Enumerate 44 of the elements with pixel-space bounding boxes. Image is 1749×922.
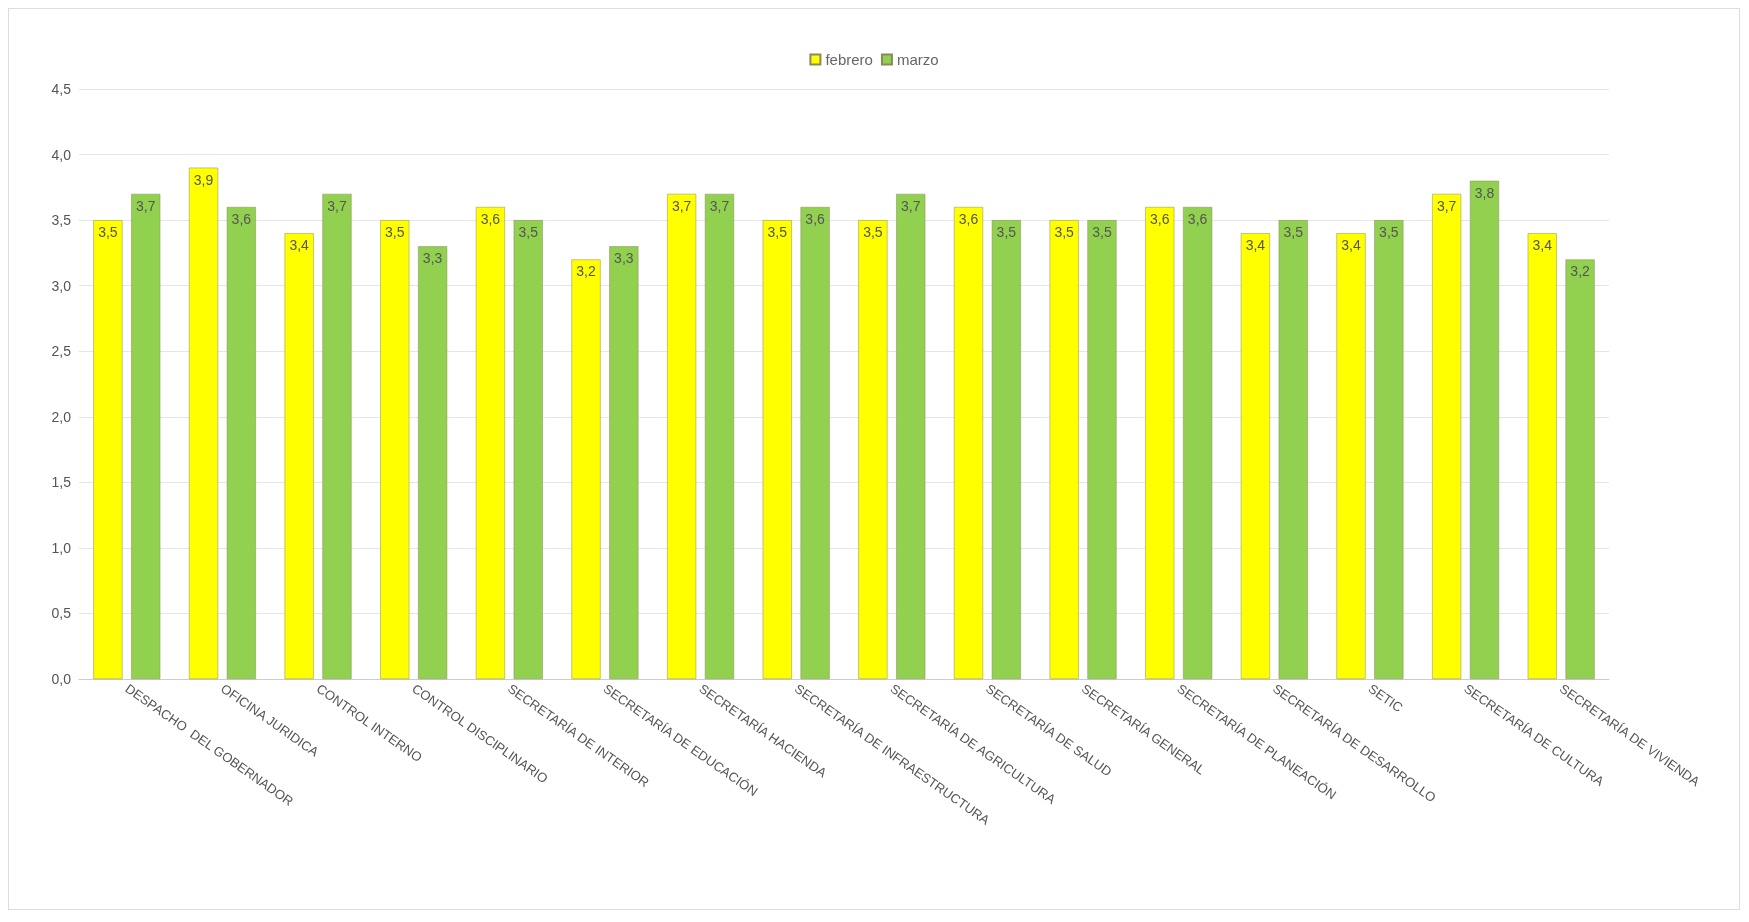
data-label: 3,5 [1379, 224, 1399, 241]
y-tick-label: 2,5 [51, 343, 72, 360]
data-label: 3,5 [98, 224, 118, 241]
y-tick-label: 4,0 [51, 146, 72, 163]
data-label: 3,6 [1187, 211, 1208, 227]
data-label: 3,3 [614, 250, 634, 267]
data-label: 3,7 [136, 197, 156, 214]
data-label: 3,5 [1092, 224, 1112, 241]
data-label: 3,4 [289, 237, 310, 254]
legend-label: febrero [825, 51, 873, 68]
data-label: 3,6 [231, 211, 252, 227]
data-label: 3,8 [1474, 184, 1495, 201]
data-label: 3,6 [958, 211, 979, 227]
y-tick-label: 1,5 [51, 474, 72, 491]
y-tick-label: 1,0 [51, 539, 72, 556]
data-label: 3,6 [805, 211, 826, 227]
y-tick-label: 4,5 [51, 81, 72, 97]
data-label: 3,9 [193, 171, 214, 188]
data-label: 3,7 [1436, 197, 1457, 214]
data-label: 3,5 [996, 224, 1017, 241]
data-label: 3,5 [385, 224, 405, 241]
y-tick-label: 3,5 [51, 212, 72, 229]
data-label: 3,2 [1570, 263, 1591, 280]
data-label: 3,5 [767, 224, 788, 241]
data-label: 3,2 [576, 263, 596, 280]
y-tick-label: 0,5 [51, 605, 72, 622]
data-label: 3,5 [863, 224, 883, 241]
data-label: 3,7 [671, 197, 692, 214]
data-label: 3,5 [1054, 224, 1075, 241]
data-label: 3,3 [422, 250, 443, 267]
data-label: 3,7 [901, 197, 921, 214]
data-label: 3,6 [1150, 211, 1170, 227]
data-label: 3,7 [709, 197, 730, 214]
data-label: 3,4 [1532, 237, 1553, 254]
y-tick-label: 3,0 [51, 277, 72, 294]
y-tick-label: 0,0 [51, 671, 72, 687]
data-label: 3,4 [1341, 237, 1361, 254]
legend-label: marzo [896, 51, 939, 68]
data-label: 3,5 [518, 224, 539, 241]
data-label: 3,6 [480, 211, 501, 227]
y-tick-label: 2,0 [51, 408, 72, 425]
data-label: 3,5 [1283, 224, 1304, 241]
data-label: 3,4 [1245, 237, 1266, 254]
data-label: 3,7 [327, 197, 347, 214]
